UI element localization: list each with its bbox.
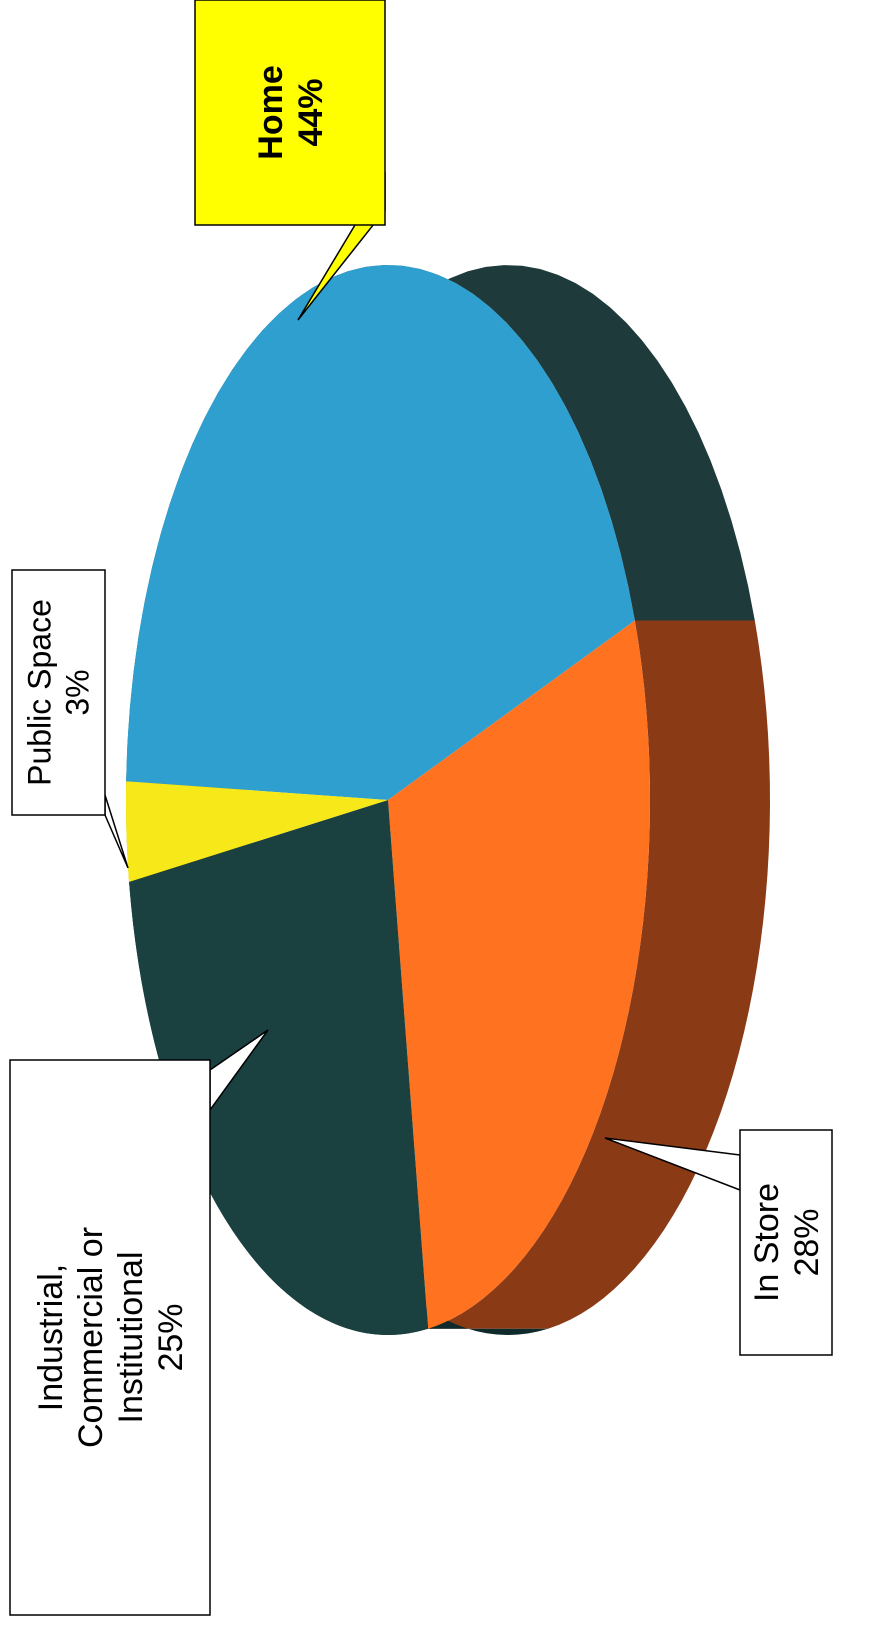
callout-box [194,0,386,226]
callout-label: Home [252,65,290,159]
callout-box [739,1129,833,1356]
callout-value: 3% [60,669,96,715]
pie-top-layer [126,265,650,1335]
callout-industrial: Industrial, Commercial or Institutional 25% [9,1029,269,1616]
callout-label: Industrial, [32,1264,70,1411]
callout-label: In Store [748,1183,786,1302]
callout-in-store: In Store 28% [604,1129,833,1356]
callout-box [11,569,106,816]
callout-label: Public Space [22,599,58,786]
pie-slice-public-space [126,781,389,882]
callout-label: Commercial or [72,1227,110,1448]
callout-label: Institutional [112,1252,150,1424]
pie-slice-in-store [388,620,650,1329]
callout-value: 44% [292,78,330,146]
pie-slice-home [126,265,635,800]
callout-public-space: Public Space 3% [11,569,129,869]
callouts-layer: Home 44% In Store 28% Industrial, Commercial … [9,0,833,1616]
callout-pointer [104,794,129,869]
callout-value: 25% [152,1303,190,1371]
callout-box [9,1059,211,1616]
callout-home: Home 44% [194,0,386,321]
callout-value: 28% [788,1208,826,1276]
pie-slice-industrial [129,800,429,1335]
